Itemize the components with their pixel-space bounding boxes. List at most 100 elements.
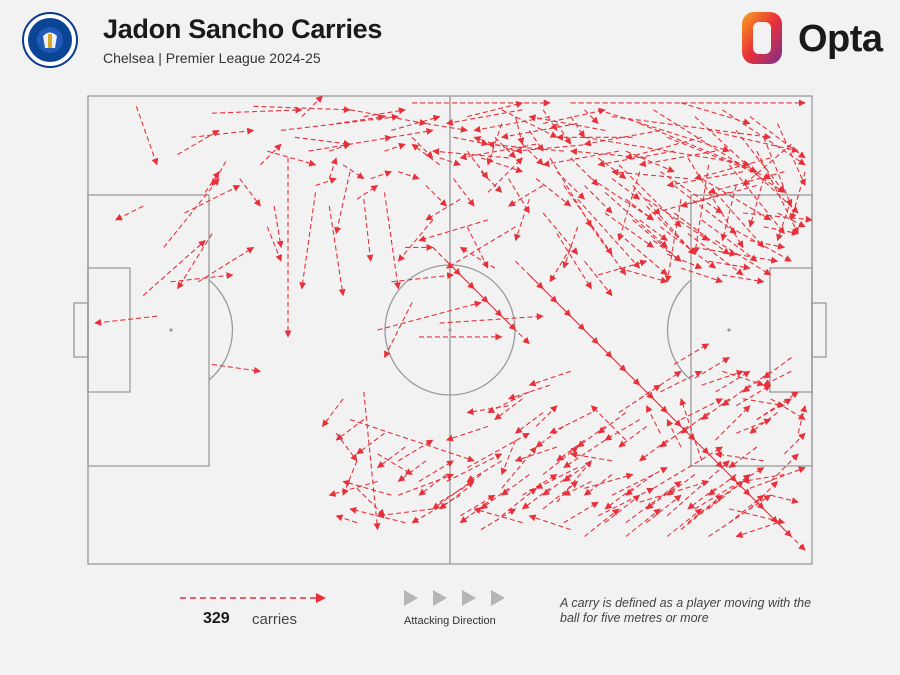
carry-arrow: [170, 272, 234, 283]
carry-arrow: [742, 370, 771, 393]
carry-arrow: [336, 114, 386, 125]
carry-arrow: [445, 425, 489, 442]
carry-arrow: [728, 494, 765, 524]
carry-arrow: [500, 439, 517, 476]
carry-arrow: [377, 300, 482, 331]
carry-arrow: [398, 439, 434, 462]
carry-arrow: [135, 106, 159, 166]
carry-count-label: carries: [252, 611, 298, 628]
carry-arrow: [625, 474, 654, 496]
carry-arrow: [94, 315, 158, 326]
carry-arrow: [563, 501, 599, 524]
carry-arrow: [625, 480, 682, 524]
carry-arrow: [432, 247, 461, 276]
carry-arrow: [480, 487, 509, 510]
carry-arrow: [273, 206, 284, 249]
carry-arrow: [777, 522, 806, 551]
carry-arrow: [342, 460, 358, 496]
carry-arrow: [308, 134, 393, 152]
carry-arrow: [239, 178, 261, 207]
carry-arrow: [397, 219, 434, 262]
carry-arrow: [439, 313, 544, 324]
carry-arrow: [687, 487, 716, 510]
right-goal: [811, 302, 827, 358]
left-six-yard-box: [87, 267, 131, 393]
carry-arrow: [299, 192, 317, 290]
carry-arrow: [625, 198, 654, 221]
carry-arrow: [584, 185, 613, 214]
left-penalty-arc: [208, 279, 234, 381]
carry-arrow: [439, 157, 461, 167]
carry-arrow: [673, 343, 710, 365]
carry-arrow: [604, 212, 654, 248]
carry-arrow: [611, 178, 641, 200]
carry-arrow: [487, 141, 564, 152]
carry-arrow: [177, 129, 220, 155]
carry-arrow: [466, 460, 502, 482]
carry-arrow: [715, 405, 751, 441]
carry-arrow: [342, 164, 365, 180]
carry-arrow: [452, 178, 475, 207]
carry-arrow: [742, 143, 792, 186]
carry-arrow: [418, 460, 455, 482]
carry-arrow: [377, 446, 406, 469]
carry-arrow: [266, 226, 283, 262]
carry-arrow: [756, 398, 792, 420]
carry-arrow: [584, 260, 613, 297]
carry-arrow: [776, 199, 792, 242]
right-six-yard-box: [769, 267, 813, 393]
carry-arrow: [549, 412, 592, 434]
carry-arrow: [528, 130, 544, 152]
right-penalty-spot: [727, 328, 731, 332]
carry-arrow: [756, 391, 799, 420]
carry-arrow: [542, 474, 572, 496]
carry-arrow: [535, 178, 572, 207]
carry-arrow: [570, 451, 613, 462]
carry-arrow: [459, 246, 496, 269]
carry-arrow: [398, 171, 420, 180]
carry-arrow: [356, 487, 385, 517]
carry-arrow: [604, 494, 641, 524]
carry-arrow: [418, 474, 447, 496]
carry-arrow: [666, 171, 744, 188]
carry-arrow: [480, 508, 517, 531]
carry-arrow: [639, 439, 668, 462]
carry-arrow: [653, 398, 682, 427]
carry-arrow: [198, 246, 255, 283]
carry-arrow: [749, 480, 778, 510]
carry-arrow: [611, 116, 772, 140]
carry-arrow: [742, 398, 786, 409]
carry-arrow: [142, 240, 206, 297]
carry-legend-arrow-icon: [180, 593, 326, 603]
carry-arrow: [680, 474, 751, 531]
carry-arrow: [618, 425, 647, 448]
carry-arrow: [584, 109, 599, 124]
carry-arrow: [467, 101, 524, 118]
carry-arrow: [625, 136, 702, 160]
carry-arrow: [673, 212, 730, 255]
carry-arrow: [708, 129, 799, 154]
carry-arrow: [617, 171, 641, 242]
carry-arrow: [597, 157, 627, 180]
carry-arrow: [184, 185, 241, 214]
carry-arrow: [315, 177, 337, 187]
carry-arrow: [542, 212, 579, 255]
carry-arrow: [301, 95, 323, 117]
carry-definition-note: A carry is defined as a player moving wi…: [560, 596, 812, 625]
carry-arrow: [328, 157, 338, 179]
carry-arrow: [177, 233, 213, 290]
carry-arrow: [486, 123, 503, 166]
carry-arrow: [638, 150, 716, 168]
carry-arrow: [522, 143, 544, 166]
carry-arrow: [418, 219, 489, 243]
carry-arrow: [376, 508, 433, 519]
carry-arrow: [652, 191, 730, 215]
carry-arrow: [459, 501, 489, 524]
carry-arrow: [398, 473, 455, 496]
carry-arrow: [721, 384, 751, 407]
carry-arrow: [666, 508, 703, 537]
carry-arrow: [680, 102, 751, 126]
carry-arrow: [253, 105, 351, 114]
carry-arrow: [335, 514, 358, 524]
carry-arrow: [432, 148, 509, 159]
